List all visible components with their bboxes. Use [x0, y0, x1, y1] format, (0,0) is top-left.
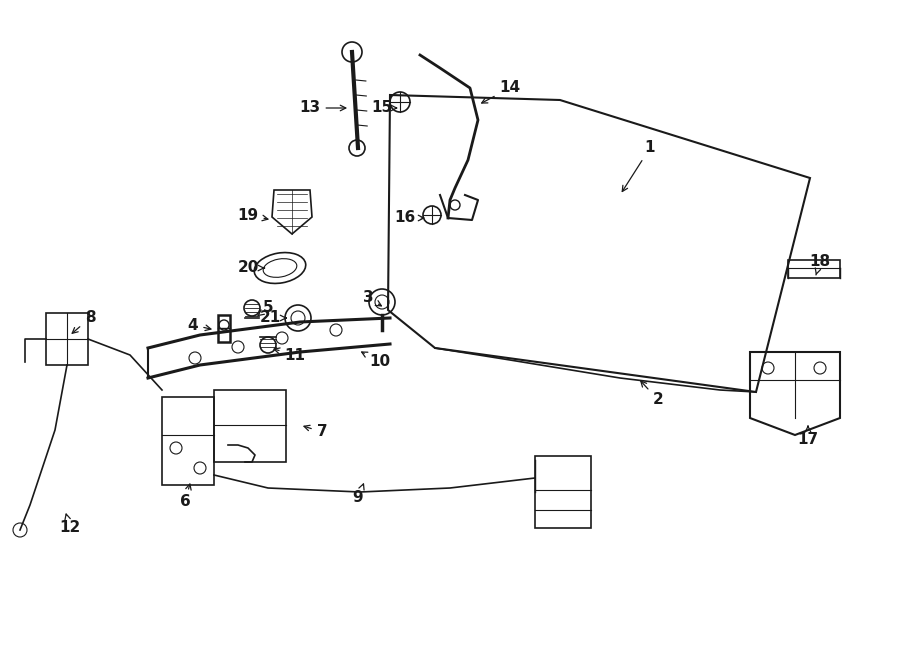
Text: 8: 8 — [72, 311, 95, 333]
Text: 15: 15 — [372, 100, 397, 116]
Text: 21: 21 — [259, 311, 286, 325]
Text: 20: 20 — [238, 260, 265, 276]
Text: 6: 6 — [180, 484, 191, 510]
Text: 16: 16 — [394, 210, 424, 225]
Text: 11: 11 — [274, 348, 305, 362]
Text: 7: 7 — [304, 424, 328, 440]
Text: 3: 3 — [363, 290, 382, 306]
Text: 14: 14 — [482, 81, 520, 103]
Text: 18: 18 — [809, 254, 831, 275]
Text: 4: 4 — [188, 317, 211, 332]
Text: 5: 5 — [257, 301, 274, 316]
Text: 19: 19 — [238, 208, 268, 223]
Text: 1: 1 — [622, 141, 655, 192]
Text: 12: 12 — [59, 514, 81, 535]
Text: 9: 9 — [353, 484, 364, 506]
Text: 2: 2 — [641, 381, 663, 407]
Text: 13: 13 — [300, 100, 346, 116]
Text: 10: 10 — [362, 352, 391, 369]
Text: 17: 17 — [797, 426, 819, 447]
